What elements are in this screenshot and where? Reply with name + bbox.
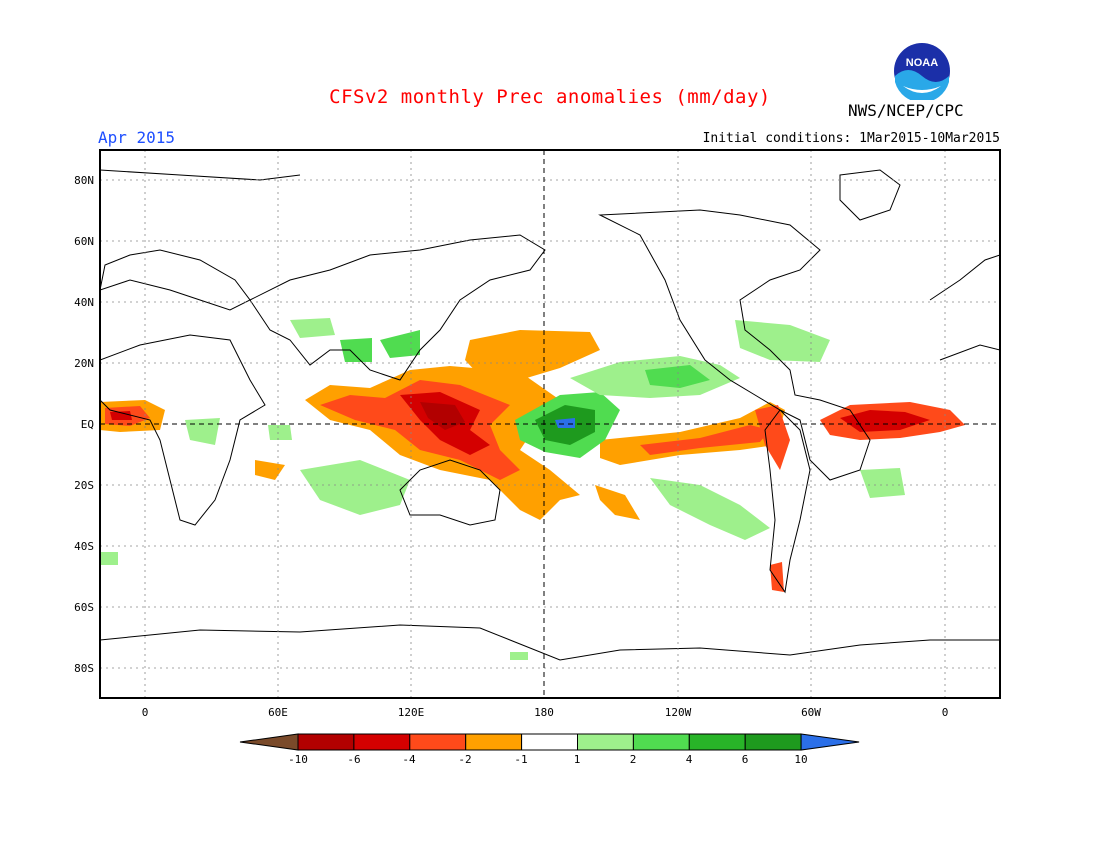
colorbar-label: 2 xyxy=(630,753,637,766)
colorbar-arrow-high xyxy=(800,733,860,751)
lat-label-40n: 40N xyxy=(74,296,94,309)
chart-title: CFSv2 monthly Prec anomalies (mm/day) xyxy=(329,86,771,108)
lat-label-40s: 40S xyxy=(74,540,94,553)
noaa-logo: NOAA xyxy=(894,43,950,100)
lat-label-20s: 20S xyxy=(74,479,94,492)
colorbar-label: -4 xyxy=(402,753,416,766)
colorbar-label: 1 xyxy=(574,753,581,766)
colorbar-cell xyxy=(521,733,578,751)
lon-label-0: 0 xyxy=(142,706,149,719)
colorbar-label: 4 xyxy=(686,753,693,766)
colorbar-labels: -10 -6 -4 -2 -1 1 2 4 6 10 xyxy=(288,753,808,766)
forecast-month: Apr 2015 xyxy=(98,128,176,147)
noaa-logo-text: NOAA xyxy=(906,57,938,69)
lon-label-120w: 120W xyxy=(665,706,692,719)
colorbar-cell xyxy=(688,733,746,751)
colorbar-label: -1 xyxy=(514,753,527,766)
lat-axis: 80N 60N 40N 20N EQ 20S 40S 60S 80S xyxy=(74,174,94,675)
colorbar-arrow-low xyxy=(239,733,299,751)
colorbar-cells xyxy=(239,733,860,751)
anomaly-fields xyxy=(100,318,965,660)
lat-label-80s: 80S xyxy=(74,662,94,675)
colorbar-cell xyxy=(744,733,802,751)
colorbar-cell xyxy=(353,733,411,751)
colorbar-label: -2 xyxy=(458,753,471,766)
lon-axis: 0 60E 120E 180 120W 60W 0 xyxy=(142,706,949,719)
colorbar-label: -6 xyxy=(347,753,360,766)
initial-conditions: Initial conditions: 1Mar2015-10Mar2015 xyxy=(702,131,1000,146)
lon-label-60w: 60W xyxy=(801,706,821,719)
lon-label-180: 180 xyxy=(534,706,554,719)
agency-label: NWS/NCEP/CPC xyxy=(848,101,964,120)
lat-label-eq: EQ xyxy=(81,418,94,431)
lon-label-120e: 120E xyxy=(398,706,425,719)
colorbar-label: 6 xyxy=(742,753,749,766)
colorbar-label: -10 xyxy=(288,753,308,766)
lon-label-0-east: 0 xyxy=(942,706,949,719)
lon-label-60e: 60E xyxy=(268,706,288,719)
lat-label-20n: 20N xyxy=(74,357,94,370)
lat-label-80n: 80N xyxy=(74,174,94,187)
graticule xyxy=(100,150,1000,698)
colorbar-cell xyxy=(297,733,355,751)
colorbar-cell xyxy=(465,733,523,751)
lat-label-60n: 60N xyxy=(74,235,94,248)
colorbar-cell xyxy=(632,733,690,751)
map-frame xyxy=(99,149,1001,699)
lat-label-60s: 60S xyxy=(74,601,94,614)
colorbar-cell xyxy=(409,733,467,751)
coastlines xyxy=(100,169,1000,661)
colorbar-label: 10 xyxy=(794,753,807,766)
colorbar-cell xyxy=(577,733,634,751)
